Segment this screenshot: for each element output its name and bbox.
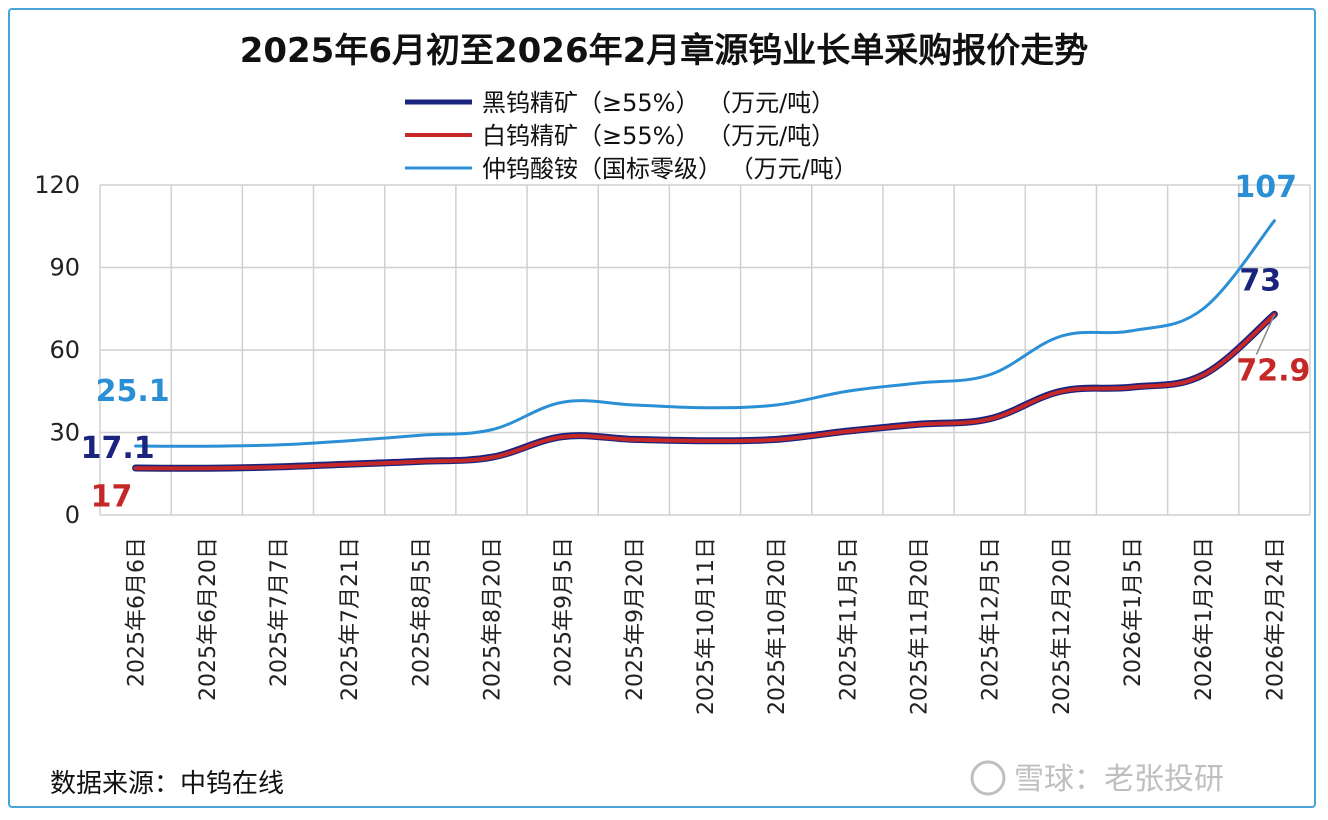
x-tick-label: 2025年6月6日 bbox=[125, 537, 150, 687]
data-label: 17 bbox=[91, 479, 133, 514]
data-label: 72.9 bbox=[1236, 354, 1310, 389]
data-label: 107 bbox=[1234, 170, 1297, 205]
series-line-1 bbox=[133, 312, 1277, 471]
data-label: 73 bbox=[1239, 263, 1281, 298]
y-tick-label: 0 bbox=[65, 501, 80, 529]
chart-title: 2025年6月初至2026年2月章源钨业长单采购报价走势 bbox=[240, 31, 1089, 71]
x-tick-label: 2025年9月20日 bbox=[623, 537, 648, 701]
data-labels: 25.1 17.1 17 107 73 72.9 bbox=[81, 170, 1311, 515]
y-tick-label: 90 bbox=[49, 254, 80, 282]
y-tick-label: 60 bbox=[49, 336, 80, 364]
x-tick-label: 2025年10月20日 bbox=[765, 537, 790, 715]
label-leader-line bbox=[1255, 314, 1276, 355]
x-tick-label: 2025年8月20日 bbox=[480, 537, 505, 701]
x-tick-label: 2025年11月20日 bbox=[908, 537, 933, 715]
x-tick-label: 2025年11月5日 bbox=[836, 537, 861, 701]
chart-frame: 2025年6月初至2026年2月章源钨业长单采购报价走势 黑钨精矿（≥55%） … bbox=[8, 8, 1316, 808]
x-tick-label: 2025年7月21日 bbox=[338, 537, 363, 701]
x-tick-label: 2026年1月20日 bbox=[1192, 537, 1217, 701]
x-tick-label: 2025年10月11日 bbox=[694, 537, 719, 715]
x-axis: 2025年6月6日 2025年6月20日 2025年7月7日 2025年7月21日 20… bbox=[125, 537, 1289, 715]
y-axis: 0 30 60 90 120 bbox=[34, 171, 80, 529]
series-lines bbox=[132, 219, 1278, 472]
legend-label-1: 白钨精矿（≥55%） （万元/吨） bbox=[482, 122, 835, 150]
data-label: 17.1 bbox=[81, 431, 155, 466]
x-tick-label: 2025年7月7日 bbox=[267, 537, 292, 687]
legend: 黑钨精矿（≥55%） （万元/吨） 白钨精矿（≥55%） （万元/吨） 仲钨酸铵（国… bbox=[405, 89, 858, 183]
y-tick-label: 120 bbox=[34, 171, 80, 199]
x-tick-label: 2026年1月5日 bbox=[1121, 537, 1146, 687]
watermark-text: 雪球：老张投研 bbox=[1014, 762, 1224, 797]
series-line-2 bbox=[134, 219, 1276, 448]
watermark: 雪球：老张投研 bbox=[970, 760, 1224, 797]
x-tick-label: 2025年6月20日 bbox=[196, 537, 221, 701]
x-tick-label: 2026年2月24日 bbox=[1263, 537, 1288, 701]
y-tick-label: 30 bbox=[49, 419, 80, 447]
x-tick-label: 2025年9月5日 bbox=[552, 537, 577, 687]
legend-label-0: 黑钨精矿（≥55%） （万元/吨） bbox=[482, 89, 835, 117]
x-tick-label: 2025年12月5日 bbox=[979, 537, 1004, 701]
legend-label-2: 仲钨酸铵（国标零级） （万元/吨） bbox=[482, 155, 858, 183]
series-line-0 bbox=[132, 310, 1278, 472]
chart-svg: 2025年6月初至2026年2月章源钨业长单采购报价走势 黑钨精矿（≥55%） … bbox=[34, 31, 1311, 799]
source-note: 数据来源：中钨在线 bbox=[50, 769, 284, 799]
x-tick-label: 2025年8月5日 bbox=[409, 537, 434, 687]
data-label: 25.1 bbox=[96, 374, 170, 409]
watermark-logo-icon bbox=[970, 760, 1006, 796]
x-tick-label: 2025年12月20日 bbox=[1050, 537, 1075, 715]
